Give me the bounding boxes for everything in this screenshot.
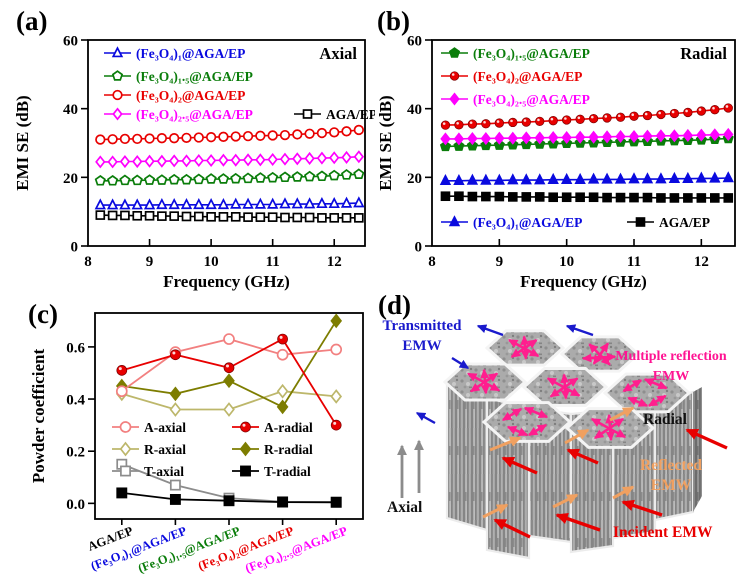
label-radial: Radial	[643, 411, 688, 428]
svg-text:0: 0	[71, 240, 79, 256]
svg-text:(Fe₃O₄)₂.₅@AGA/EP: (Fe₃O₄)₂.₅@AGA/EP	[136, 107, 253, 122]
svg-text:10: 10	[559, 254, 574, 270]
series-c-3	[115, 313, 343, 415]
honeycomb-emw-diagram: Transmitted EMW Multiple reflection EMW Radi…	[383, 318, 728, 560]
svg-text:11: 11	[266, 254, 280, 270]
panel-b: (b) 0 20 40 60 8 9 10 11 12 EMI SE (dB) Frequency …	[375, 0, 740, 295]
svg-text:(Fe₃O₄)₁@AGA/EP: (Fe₃O₄)₁@AGA/EP	[136, 46, 245, 61]
svg-text:(Fe₃O₄)₁@AGA/EP: (Fe₃O₄)₁@AGA/EP	[473, 215, 582, 230]
legend-b: (Fe₃O₄)₁.₅@AGA/EP (Fe₃O₄)₂@AGA/EP (Fe₃O₄)₂…	[441, 46, 710, 230]
svg-text:A-axial: A-axial	[144, 420, 186, 435]
series-b-1	[439, 171, 734, 186]
svg-text:9: 9	[496, 254, 504, 270]
series-a-2	[94, 168, 365, 186]
emw-arrows	[397, 324, 728, 539]
svg-text:AGA/EP: AGA/EP	[326, 107, 375, 122]
panel-d: (d) Transmitted EMW Multiple reflection	[375, 290, 740, 586]
svg-text:Frequency (GHz): Frequency (GHz)	[520, 272, 647, 291]
svg-text:T-axial: T-axial	[144, 464, 184, 479]
svg-text:12: 12	[327, 254, 342, 270]
svg-text:(Fe₃O₄)₂@AGA/EP: (Fe₃O₄)₂@AGA/EP	[136, 88, 245, 103]
svg-text:EMW: EMW	[402, 338, 441, 354]
axes-b: 0 20 40 60 8 9 10 11 12 EMI SE (dB) Frequency (GHz…	[376, 34, 736, 291]
svg-text:T-radial: T-radial	[264, 464, 311, 479]
series-a-4	[95, 124, 364, 145]
series-b-3	[440, 127, 734, 146]
svg-text:Reflected: Reflected	[640, 457, 702, 474]
svg-text:Multiple reflection: Multiple reflection	[615, 349, 727, 364]
svg-text:EMW: EMW	[653, 369, 690, 384]
chart-svg-c: 0.00.20.40.6AGA/EP(Fe₃O₄)₁@AGA/EP(Fe₃O₄)…	[29, 312, 364, 576]
label-axial: Axial	[387, 499, 423, 516]
series-b-4	[440, 103, 733, 130]
svg-text:(Fe₃O₄)₂.₅@AGA/EP: (Fe₃O₄)₂.₅@AGA/EP	[473, 92, 590, 107]
panel-c: (c) 0.0 0.2 0.4 0.6 AGA/EP (Fe₃O₄)₁@AGA/EP (Fe…	[0, 295, 380, 586]
svg-text:20: 20	[407, 171, 422, 187]
panel-b-tag: (b)	[377, 6, 410, 36]
svg-text:EMI SE (dB): EMI SE (dB)	[13, 95, 32, 190]
svg-text:Radial: Radial	[643, 411, 688, 428]
svg-text:AGA/EP: AGA/EP	[659, 215, 710, 230]
svg-text:A-radial: A-radial	[264, 420, 313, 435]
panel-a: (a) 0 20 40 60 8 9 10 11 12 EMI SE (dB) Frequency …	[0, 0, 375, 295]
svg-text:EMI SE (dB): EMI SE (dB)	[376, 95, 395, 190]
svg-text:0.4: 0.4	[66, 393, 85, 409]
svg-text:60: 60	[407, 34, 422, 50]
svg-text:12: 12	[694, 254, 709, 270]
panel-c-tag: (c)	[28, 299, 58, 329]
series-c-1	[116, 487, 342, 508]
svg-text:0.2: 0.2	[66, 445, 85, 461]
label-reflected: Reflected EMW	[640, 457, 702, 494]
svg-text:10: 10	[204, 254, 219, 270]
svg-text:R-axial: R-axial	[144, 442, 186, 457]
svg-text:Axial: Axial	[387, 499, 423, 516]
label-transmitted: Transmitted EMW	[383, 318, 463, 354]
svg-text:11: 11	[627, 254, 641, 270]
chart-svg-b: 0 20 40 60 8 9 10 11 12 EMI SE (dB) Frequency (GHz…	[376, 34, 736, 291]
diagram-labels: Transmitted EMW Multiple reflection EMW Radi…	[383, 318, 727, 541]
svg-text:Frequency (GHz): Frequency (GHz)	[163, 272, 290, 291]
svg-text:(Fe₃O₄)₁.₅@AGA/EP: (Fe₃O₄)₁.₅@AGA/EP	[136, 69, 253, 84]
series-a-3	[95, 150, 365, 169]
label-incident: Incident EMW	[613, 524, 713, 541]
svg-text:Transmitted: Transmitted	[383, 318, 463, 334]
svg-text:Incident EMW: Incident EMW	[613, 524, 713, 541]
svg-text:0.6: 0.6	[66, 340, 85, 356]
chart-radial-emi-se: 0 20 40 60 8 9 10 11 12 EMI SE (dB) Frequency (GHz…	[375, 0, 740, 295]
svg-text:(Fe₃O₄)₁.₅@AGA/EP: (Fe₃O₄)₁.₅@AGA/EP	[473, 46, 590, 61]
svg-text:Powder coefficient: Powder coefficient	[29, 349, 48, 484]
series-c-5	[116, 333, 342, 431]
svg-text:EMW: EMW	[651, 477, 692, 494]
svg-text:40: 40	[407, 102, 422, 118]
chart-powder-coefficient: 0.0 0.2 0.4 0.6 AGA/EP (Fe₃O₄)₁@AGA/EP (Fe₃O₄)…	[0, 295, 380, 586]
panel-a-tag: (a)	[16, 6, 48, 36]
svg-text:8: 8	[84, 254, 92, 270]
svg-text:(Fe₃O₄)₂@AGA/EP: (Fe₃O₄)₂@AGA/EP	[473, 69, 582, 84]
legend-c: A-axial R-axial T-axial A-radial R-radial T-r…	[112, 420, 313, 479]
svg-text:8: 8	[428, 254, 436, 270]
svg-text:9: 9	[146, 254, 154, 270]
series-a-0	[95, 210, 364, 223]
svg-text:0: 0	[415, 240, 423, 256]
chart-axial-emi-se: 0 20 40 60 8 9 10 11 12 EMI SE (dB) Frequency (GHz…	[0, 0, 375, 295]
series-b-0	[440, 191, 734, 203]
svg-text:60: 60	[63, 34, 78, 50]
axes-a: 0 20 40 60 8 9 10 11 12 EMI SE (dB) Frequency (GHz…	[13, 34, 366, 291]
svg-text:40: 40	[63, 102, 78, 118]
legend-a: (Fe₃O₄)₁@AGA/EP (Fe₃O₄)₁.₅@AGA/EP (Fe₃O₄)₂…	[104, 46, 375, 122]
svg-text:Radial: Radial	[680, 44, 727, 63]
svg-text:0.0: 0.0	[66, 497, 85, 513]
svg-text:Axial: Axial	[319, 44, 357, 63]
svg-text:20: 20	[63, 171, 78, 187]
svg-text:R-radial: R-radial	[264, 442, 313, 457]
series-a-1	[94, 196, 365, 210]
panel-d-tag: (d)	[378, 290, 411, 320]
series-c-4	[115, 333, 343, 398]
label-multiple_reflection: Multiple reflection EMW	[615, 349, 727, 384]
chart-svg-a: 0 20 40 60 8 9 10 11 12 EMI SE (dB) Frequency (GHz…	[13, 34, 375, 292]
